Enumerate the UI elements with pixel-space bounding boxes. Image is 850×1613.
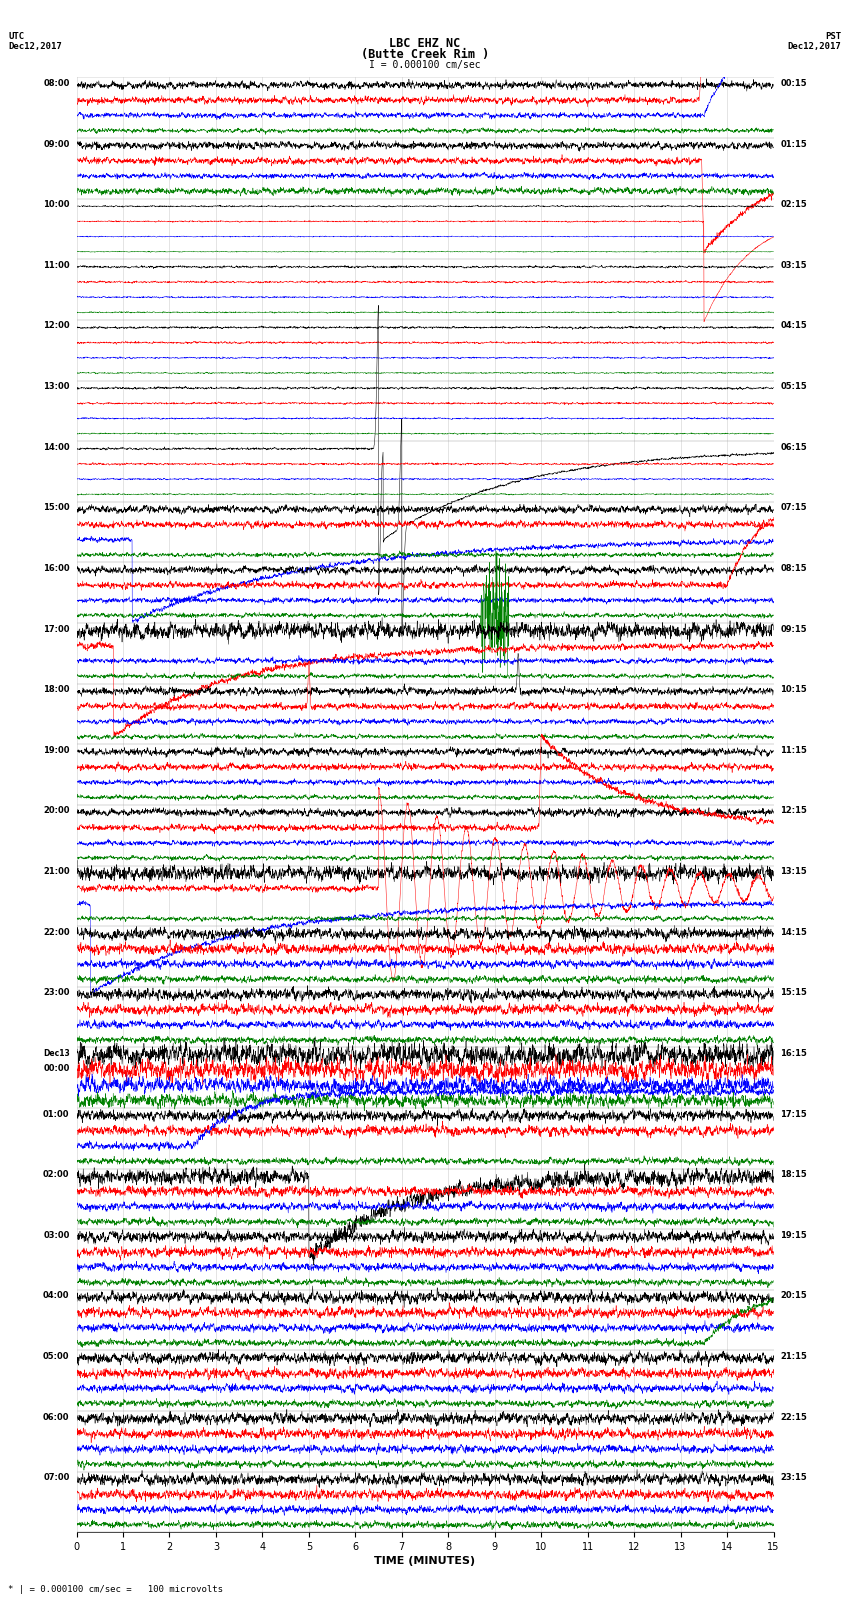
Text: 21:15: 21:15 xyxy=(780,1352,808,1361)
Text: 05:15: 05:15 xyxy=(780,382,808,390)
Text: 08:00: 08:00 xyxy=(43,79,70,89)
Text: 16:15: 16:15 xyxy=(780,1048,808,1058)
Text: Dec12,2017: Dec12,2017 xyxy=(788,42,842,52)
Text: 02:00: 02:00 xyxy=(43,1169,70,1179)
Text: 01:00: 01:00 xyxy=(43,1110,70,1118)
Text: 15:15: 15:15 xyxy=(780,989,808,997)
Text: 22:00: 22:00 xyxy=(42,927,70,937)
Text: 22:15: 22:15 xyxy=(780,1413,808,1421)
Text: 11:00: 11:00 xyxy=(42,261,70,269)
Text: 09:00: 09:00 xyxy=(43,140,70,148)
Text: (Butte Creek Rim ): (Butte Creek Rim ) xyxy=(361,48,489,61)
Text: Dec12,2017: Dec12,2017 xyxy=(8,42,62,52)
Text: 21:00: 21:00 xyxy=(42,868,70,876)
Text: 04:00: 04:00 xyxy=(43,1292,70,1300)
Text: 10:00: 10:00 xyxy=(43,200,70,210)
Text: 02:15: 02:15 xyxy=(780,200,808,210)
Text: 15:00: 15:00 xyxy=(42,503,70,513)
Text: 12:15: 12:15 xyxy=(780,806,808,816)
Text: 19:15: 19:15 xyxy=(780,1231,808,1240)
Text: 09:15: 09:15 xyxy=(780,624,808,634)
Text: 23:00: 23:00 xyxy=(43,989,70,997)
Text: 03:15: 03:15 xyxy=(780,261,808,269)
X-axis label: TIME (MINUTES): TIME (MINUTES) xyxy=(375,1557,475,1566)
Text: 08:15: 08:15 xyxy=(780,565,808,573)
Text: 17:00: 17:00 xyxy=(43,624,70,634)
Text: 11:15: 11:15 xyxy=(780,745,808,755)
Text: 03:00: 03:00 xyxy=(43,1231,70,1240)
Text: 20:15: 20:15 xyxy=(780,1292,808,1300)
Text: 05:00: 05:00 xyxy=(43,1352,70,1361)
Text: Dec13: Dec13 xyxy=(42,1048,70,1058)
Text: 13:15: 13:15 xyxy=(780,868,808,876)
Text: PST: PST xyxy=(825,32,842,42)
Text: 07:15: 07:15 xyxy=(780,503,808,513)
Text: 00:00: 00:00 xyxy=(43,1065,70,1073)
Text: LBC EHZ NC: LBC EHZ NC xyxy=(389,37,461,50)
Text: 16:00: 16:00 xyxy=(42,565,70,573)
Text: 06:15: 06:15 xyxy=(780,442,808,452)
Text: 07:00: 07:00 xyxy=(43,1473,70,1482)
Text: 20:00: 20:00 xyxy=(43,806,70,816)
Text: 17:15: 17:15 xyxy=(780,1110,808,1118)
Text: 10:15: 10:15 xyxy=(780,686,808,694)
Text: 01:15: 01:15 xyxy=(780,140,808,148)
Text: 06:00: 06:00 xyxy=(43,1413,70,1421)
Text: I = 0.000100 cm/sec: I = 0.000100 cm/sec xyxy=(369,60,481,69)
Text: 13:00: 13:00 xyxy=(43,382,70,390)
Text: * | = 0.000100 cm/sec =   100 microvolts: * | = 0.000100 cm/sec = 100 microvolts xyxy=(8,1584,224,1594)
Text: 14:00: 14:00 xyxy=(42,442,70,452)
Text: 23:15: 23:15 xyxy=(780,1473,808,1482)
Text: 04:15: 04:15 xyxy=(780,321,808,331)
Text: 18:15: 18:15 xyxy=(780,1169,808,1179)
Text: UTC: UTC xyxy=(8,32,25,42)
Text: 14:15: 14:15 xyxy=(780,927,808,937)
Text: 12:00: 12:00 xyxy=(42,321,70,331)
Text: 00:15: 00:15 xyxy=(780,79,808,89)
Text: 18:00: 18:00 xyxy=(43,686,70,694)
Text: 19:00: 19:00 xyxy=(43,745,70,755)
